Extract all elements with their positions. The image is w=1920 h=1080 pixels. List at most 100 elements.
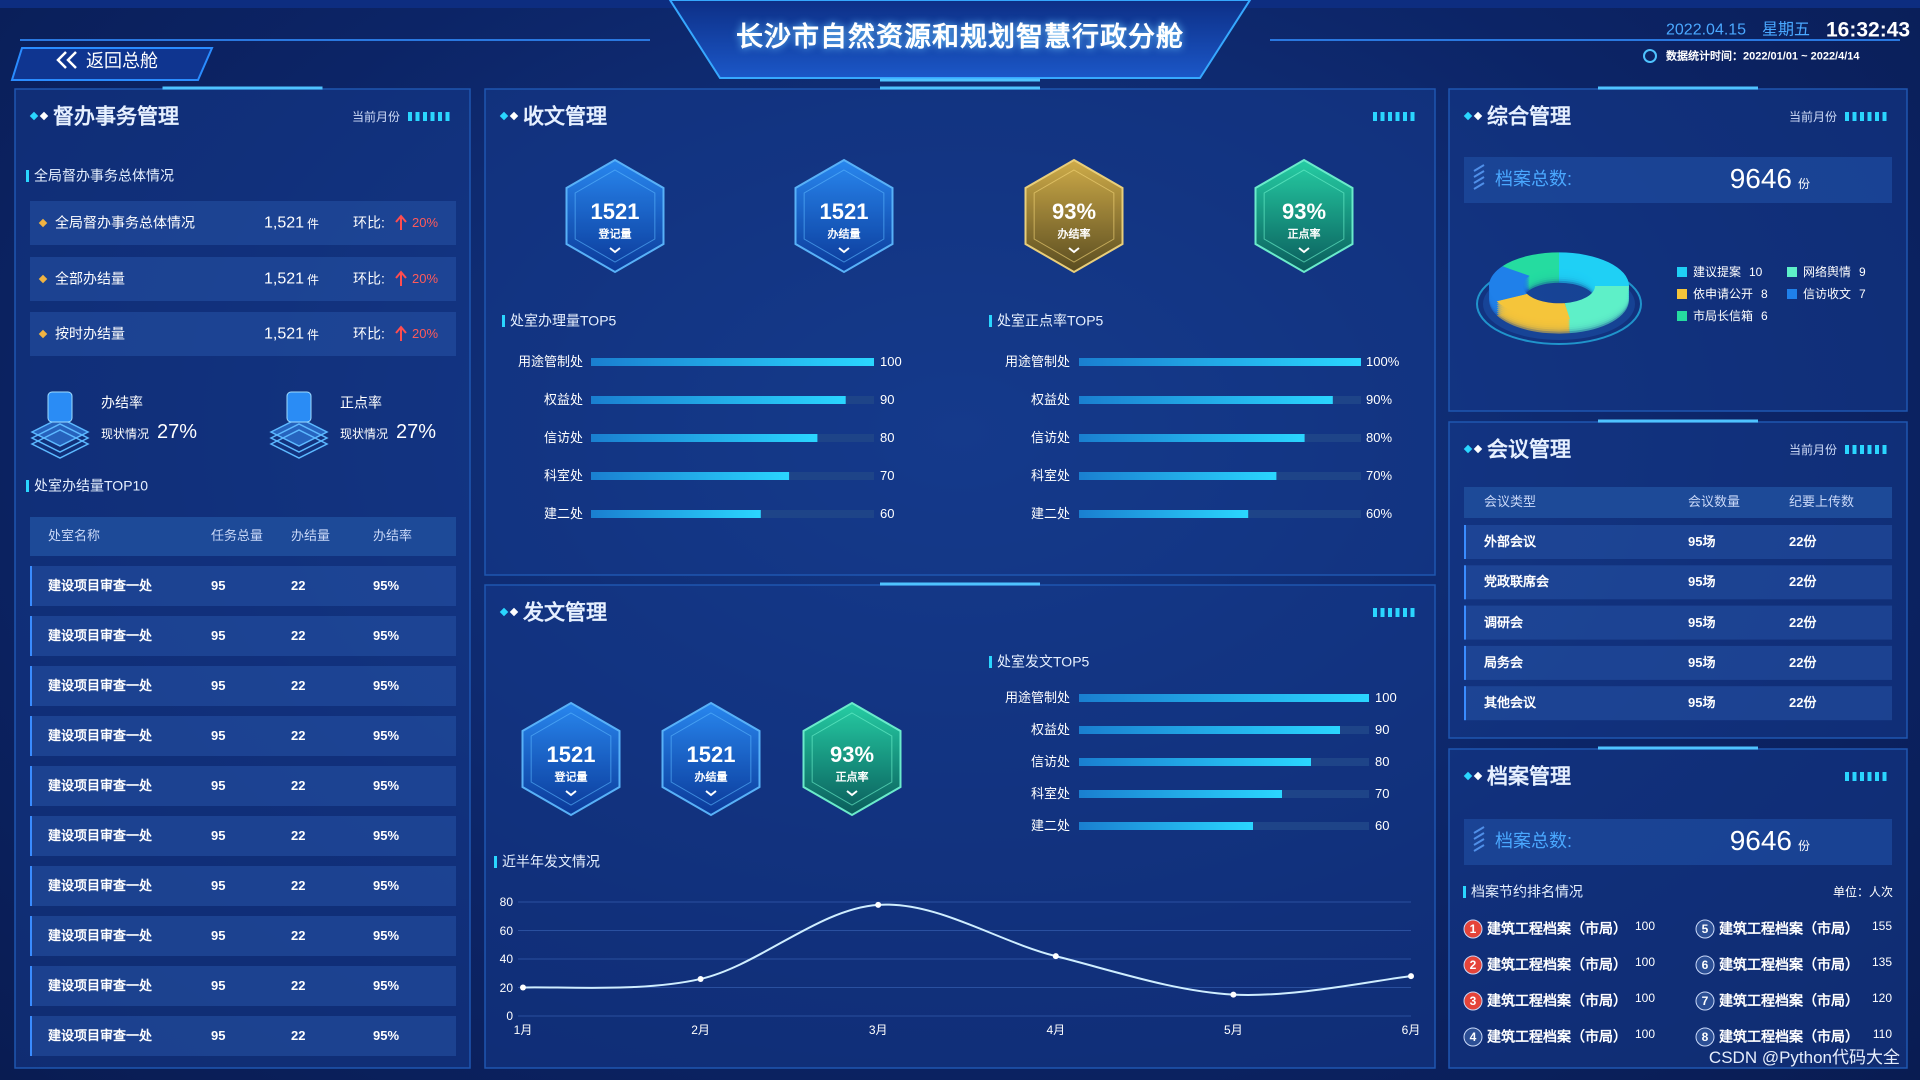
label: 现状情况 (101, 426, 150, 441)
point (697, 975, 704, 982)
rank-name: 建筑工程档案（市局） (1487, 920, 1627, 937)
panel-title: 综合管理 (1487, 105, 1571, 129)
total-stripe (1473, 176, 1485, 184)
label: 办结率 (101, 394, 143, 411)
pie-slice (1489, 266, 1530, 302)
panel-title: 收文管理 (523, 105, 607, 129)
kpi-value: 93% (1051, 198, 1097, 224)
x-tick-label: 3月 (868, 1022, 888, 1037)
title-dash (1388, 608, 1392, 617)
point (1408, 973, 1414, 980)
x-tick-label: 6月 (1401, 1022, 1421, 1037)
title-dash (430, 112, 435, 121)
label: 95 (211, 628, 226, 644)
label: 22 (291, 728, 306, 744)
bar (1079, 790, 1282, 798)
rate-icon (47, 391, 73, 423)
period: 当前月份 (1788, 109, 1837, 124)
back-button[interactable]: 返回总舱 (86, 51, 158, 72)
kpi-hex (794, 158, 894, 274)
label: 会议类型 (1484, 494, 1537, 510)
table-row (30, 1016, 456, 1056)
bar-value: 60% (1366, 506, 1393, 522)
bar-value: 90 (880, 392, 895, 408)
bar-label: 信访处 (1030, 430, 1070, 446)
label: 纪要上传数 (1789, 494, 1855, 510)
label: 办结量 (291, 528, 331, 544)
legend-label: 市局长信箱 (1693, 308, 1754, 323)
title-dot (1473, 771, 1483, 781)
bar (1079, 396, 1333, 404)
label: 建设项目审查一处 (48, 678, 153, 694)
title-frame (668, 0, 1252, 79)
kpi-value: 93% (1281, 198, 1327, 224)
table-row (30, 766, 456, 806)
rate-icon (30, 417, 90, 447)
bar-label: 用途管制处 (1004, 354, 1070, 370)
point (1230, 991, 1237, 998)
title-dash (1395, 608, 1400, 617)
x-tick-label: 2月 (691, 1022, 710, 1037)
bar-label: 信访处 (1030, 754, 1070, 770)
table-row (30, 866, 456, 906)
rank-number: 5 (1701, 921, 1709, 936)
title-dash (1882, 772, 1887, 781)
label: 份 (1798, 838, 1811, 853)
rank-value: 135 (1871, 954, 1892, 969)
sub-marker (1463, 886, 1466, 898)
total-stripe (1473, 182, 1485, 190)
title-dot (1463, 771, 1473, 781)
y-tick-label: 80 (499, 894, 513, 909)
title-dash (1875, 445, 1879, 454)
back-icon[interactable] (56, 51, 77, 69)
label: 95% (373, 778, 400, 794)
panel-title: 会议管理 (1487, 438, 1571, 462)
label: 单位：人次 (1832, 884, 1893, 899)
title-dash (1867, 445, 1872, 454)
label: 95 (211, 978, 226, 994)
rank-value: 100 (1634, 1026, 1655, 1041)
rank-name: 建筑工程档案（市局） (1719, 920, 1859, 937)
label: 建设项目审查一处 (48, 628, 153, 644)
bar-label: 科室处 (1030, 468, 1070, 484)
label: 环比: (353, 214, 385, 231)
title-dash (445, 112, 450, 121)
bar (1079, 434, 1305, 442)
legend-swatch (1787, 267, 1797, 277)
label: 95场 (1688, 655, 1716, 671)
label: 处室名称 (48, 528, 101, 544)
point (1052, 953, 1059, 960)
bar-value: 90% (1366, 392, 1393, 408)
title-dash (1403, 112, 1407, 121)
label: 95 (211, 678, 226, 694)
table-row (30, 966, 456, 1006)
panel (484, 88, 1436, 576)
rank-number: 6 (1701, 957, 1709, 972)
rank-number: 1 (1469, 921, 1477, 936)
rank-name: 建筑工程档案（市局） (1719, 956, 1859, 973)
sub-marker (989, 656, 992, 668)
kpi-chevron (565, 790, 577, 797)
row-accent (30, 1016, 32, 1056)
kpi-hex (1254, 158, 1354, 274)
table-row (30, 716, 456, 756)
title-dash (1410, 608, 1415, 617)
point (520, 984, 526, 991)
title-dash (1403, 608, 1407, 617)
label: 按时办结量 (55, 325, 125, 342)
rate-icon (269, 429, 329, 459)
title-dash (1410, 112, 1415, 121)
kpi-hex-inner (1033, 169, 1115, 263)
up-arrow (395, 214, 407, 230)
title-dash (1852, 112, 1857, 121)
time: 16:32:43 (1826, 18, 1911, 42)
legend-swatch (1677, 311, 1687, 321)
rank-badge (1695, 955, 1715, 975)
x-tick-label: 5月 (1224, 1022, 1243, 1037)
label: 20% (412, 271, 439, 287)
rank-badge (1463, 991, 1483, 1011)
bullet (38, 329, 48, 339)
total-box (1464, 157, 1892, 203)
bar (591, 510, 761, 518)
label: 95% (373, 878, 400, 894)
